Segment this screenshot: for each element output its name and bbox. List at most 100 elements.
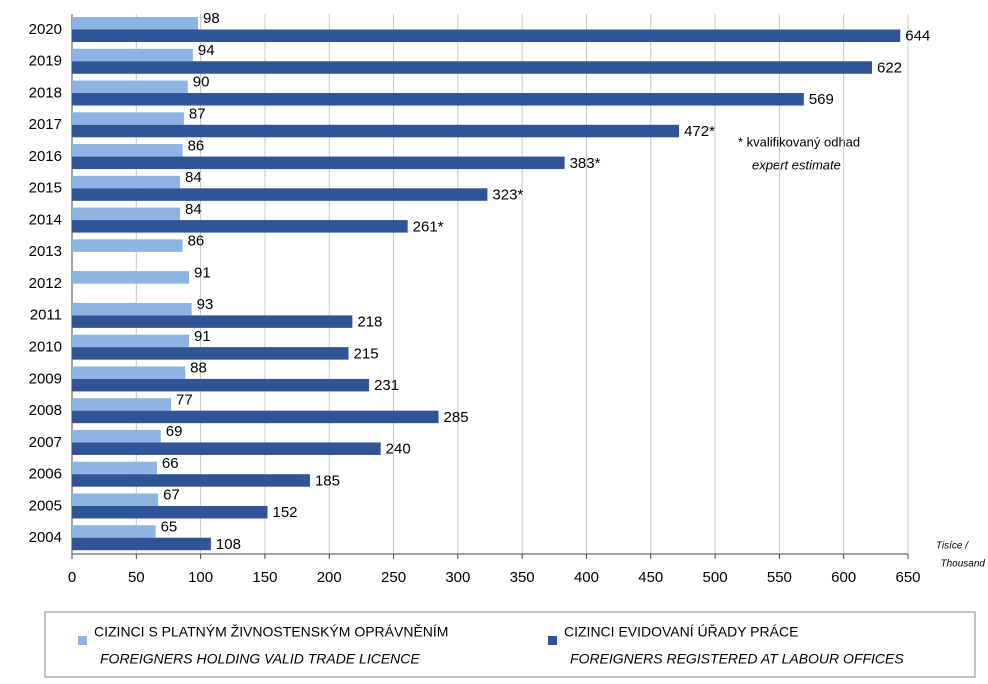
value-label: 67 — [163, 487, 180, 504]
x-tick-label: 650 — [895, 569, 920, 586]
value-label: 285 — [444, 409, 469, 426]
x-tick-label: 300 — [445, 569, 470, 586]
legend-label: FOREIGNERS REGISTERED AT LABOUR OFFICES — [570, 651, 904, 667]
value-label: 383* — [570, 155, 601, 172]
value-label: 261* — [413, 218, 444, 235]
value-label: 152 — [272, 504, 297, 521]
value-label: 77 — [176, 391, 193, 408]
value-label: 231 — [374, 377, 399, 394]
bar — [72, 271, 190, 284]
value-label: 86 — [188, 137, 205, 154]
annotation: expert estimate — [752, 157, 841, 172]
value-label: 66 — [162, 455, 179, 472]
x-axis-label: Thousand — [941, 559, 986, 570]
value-label: 91 — [194, 328, 211, 345]
value-label: 240 — [386, 441, 411, 458]
value-label: 622 — [877, 59, 902, 76]
bar — [72, 410, 439, 424]
value-label: 185 — [315, 472, 340, 489]
value-label: 472* — [684, 123, 715, 140]
annotation: * kvalifikovaný odhad — [738, 134, 860, 149]
bar — [72, 378, 370, 392]
bar — [72, 61, 872, 74]
y-tick-label: 2011 — [30, 307, 62, 324]
value-label: 84 — [185, 201, 202, 218]
y-tick-label: 2012 — [29, 275, 62, 292]
bar — [72, 124, 680, 138]
y-tick-label: 2009 — [29, 370, 62, 387]
bar — [72, 17, 199, 30]
value-label: 93 — [197, 296, 214, 313]
value-label: 644 — [905, 28, 930, 45]
bar — [72, 474, 310, 487]
y-tick-label: 2014 — [29, 211, 62, 228]
x-tick-label: 500 — [703, 569, 728, 586]
legend-swatch — [548, 636, 557, 645]
value-label: 94 — [198, 42, 215, 59]
bar — [72, 220, 408, 233]
bar — [72, 461, 157, 475]
x-tick-label: 0 — [68, 569, 76, 586]
value-label: 98 — [203, 10, 220, 27]
y-tick-label: 2008 — [29, 402, 62, 419]
value-label: 87 — [189, 106, 206, 123]
y-tick-label: 2015 — [29, 180, 62, 197]
x-tick-label: 150 — [252, 569, 277, 586]
x-tick-label: 400 — [574, 569, 599, 586]
bar — [72, 366, 186, 379]
x-tick-label: 50 — [128, 569, 145, 586]
legend-label: FOREIGNERS HOLDING VALID TRADE LICENCE — [100, 651, 420, 667]
bar — [72, 537, 211, 551]
bar — [72, 188, 488, 201]
bar — [72, 112, 184, 125]
value-label: 108 — [216, 536, 241, 553]
bar — [72, 442, 381, 455]
x-tick-label: 250 — [381, 569, 406, 586]
value-label: 323* — [492, 187, 523, 204]
y-tick-label: 2004 — [29, 529, 62, 546]
y-tick-label: 2017 — [29, 116, 62, 133]
bar — [72, 493, 159, 506]
bar — [72, 29, 901, 42]
value-label: 569 — [809, 91, 834, 108]
bar — [72, 239, 183, 252]
value-label: 218 — [357, 314, 382, 331]
bar — [72, 429, 161, 443]
y-tick-label: 2013 — [29, 243, 62, 260]
y-tick-label: 2018 — [29, 84, 62, 101]
y-tick-label: 2005 — [29, 497, 62, 514]
bar — [72, 505, 268, 519]
value-label: 65 — [161, 518, 178, 535]
bar — [72, 302, 192, 316]
x-axis-label: Tisíce / — [936, 541, 969, 552]
legend-swatch — [78, 636, 87, 645]
y-tick-label: 2020 — [29, 21, 62, 38]
value-label: 88 — [190, 360, 207, 377]
value-label: 69 — [166, 423, 183, 440]
bar — [72, 80, 188, 94]
y-tick-label: 2006 — [29, 466, 62, 483]
x-tick-label: 550 — [767, 569, 792, 586]
x-tick-label: 200 — [317, 569, 342, 586]
legend-label: CIZINCI S PLATNÝM ŽIVNOSTENSKÝM OPRÁVNĚN… — [94, 624, 448, 640]
bar — [72, 525, 156, 538]
legend-label: CIZINCI EVIDOVANÍ ÚŘADY PRÁCE — [564, 624, 798, 640]
bar — [72, 144, 183, 157]
y-tick-label: 2016 — [29, 148, 62, 165]
x-tick-label: 450 — [638, 569, 663, 586]
bar — [72, 207, 181, 221]
bar — [72, 315, 353, 328]
bar — [72, 93, 804, 106]
y-tick-label: 2019 — [29, 53, 62, 70]
bar — [72, 156, 565, 170]
bar — [72, 398, 172, 411]
x-tick-label: 350 — [510, 569, 535, 586]
bar — [72, 48, 193, 62]
bar — [72, 334, 190, 348]
bar — [72, 175, 181, 189]
x-tick-label: 100 — [188, 569, 213, 586]
legend-box — [44, 611, 976, 678]
y-tick-label: 2007 — [29, 434, 62, 451]
y-tick-label: 2010 — [29, 338, 62, 355]
